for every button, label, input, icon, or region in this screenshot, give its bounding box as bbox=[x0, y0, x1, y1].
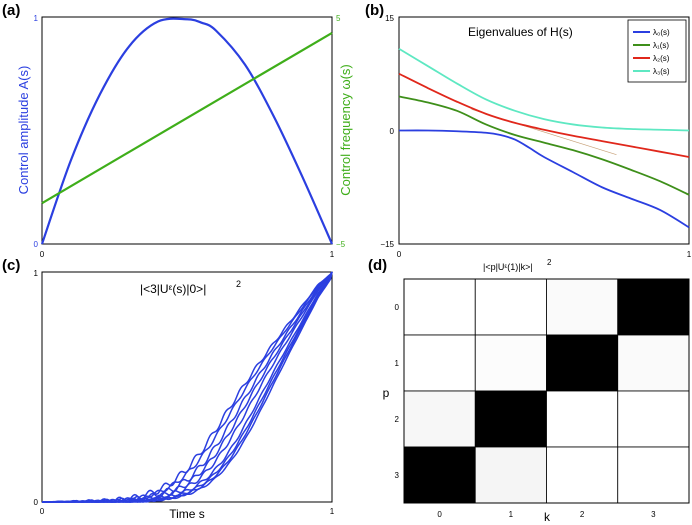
panel-b-legend: λ₀(s) λ₁(s) λ₂(s) λ₃(s) bbox=[627, 19, 687, 83]
panel-d-xlabel: k bbox=[544, 510, 551, 524]
panel-a-ylabel-left: Control amplitude A(s) bbox=[16, 66, 31, 195]
panel-a-series-group bbox=[40, 17, 334, 245]
panel-c-title-sup: 2 bbox=[236, 279, 241, 289]
panel-a-xtick-1: 1 bbox=[330, 250, 335, 259]
panel-d-ylabel: p bbox=[383, 386, 390, 400]
panel-a-ylabel-right: Control frequency ω(s) bbox=[338, 64, 353, 196]
panel-c-series-8-line bbox=[41, 271, 333, 503]
panel-c-series-group bbox=[41, 271, 333, 503]
panel-c-xlabel: Time s bbox=[169, 507, 205, 521]
panel-b-series-3-line bbox=[398, 48, 690, 132]
panel-c-series-4-line bbox=[41, 271, 333, 503]
panel-d-xtick-3: 3 bbox=[651, 510, 656, 519]
panel-b-title: Eigenvalues of H(s) bbox=[468, 25, 573, 39]
panel-d-cell-p2-k3 bbox=[617, 390, 690, 448]
panel-b-series-group bbox=[398, 48, 690, 229]
panel-d-ytick-0: 0 bbox=[395, 303, 400, 312]
legend-label-lambda0: λ₀(s) bbox=[653, 28, 670, 37]
panel-d-cell-p2-k2 bbox=[546, 390, 619, 448]
panel-d-cell-p3-k2 bbox=[546, 446, 619, 504]
panel-b-ytick-2: −15 bbox=[380, 240, 394, 249]
panel-d-title-sup: 2 bbox=[547, 258, 552, 267]
panel-c-series-2-line bbox=[42, 271, 333, 503]
panel-a: (a) 0 1 0 1 −5 5 Control amplitude A(s) … bbox=[2, 2, 353, 259]
panel-d-ytick-2: 2 bbox=[395, 415, 400, 424]
panel-d-ytick-1: 1 bbox=[395, 359, 400, 368]
panel-c-series-5-line bbox=[41, 271, 333, 503]
panel-c-ytick-1: 1 bbox=[34, 269, 39, 278]
panel-a-ytick-right-1: 5 bbox=[336, 14, 341, 23]
panel-a-xtick-0: 0 bbox=[40, 250, 45, 259]
panel-d-cell-p1-k3 bbox=[617, 334, 690, 392]
panel-a-series-0-line bbox=[40, 17, 334, 245]
panel-a-ytick-right-0: −5 bbox=[336, 240, 346, 249]
panel-d-cell-p1-k0 bbox=[403, 334, 476, 392]
panel-d-label: (d) bbox=[368, 257, 387, 274]
panel-d-cell-p0-k3 bbox=[617, 278, 690, 336]
panel-d-xtick-0: 0 bbox=[437, 510, 442, 519]
panel-d-heatmap-cells bbox=[403, 278, 690, 504]
panel-a-series-1-line bbox=[41, 31, 333, 205]
panel-b-ytick-1: 0 bbox=[390, 127, 395, 136]
panel-d-cell-p2-k1 bbox=[474, 390, 547, 448]
panel-c: (c) |<3|Uᵋ(s)|0>| 2 0 1 0 1 Time s bbox=[2, 257, 335, 521]
panel-d-cell-p3-k3 bbox=[617, 446, 690, 504]
panel-d-xtick-1: 1 bbox=[509, 510, 514, 519]
panel-c-series-6-line bbox=[42, 271, 333, 503]
panel-a-axes-frame bbox=[41, 16, 333, 245]
panel-d-axes-frame bbox=[403, 278, 690, 504]
panel-b-series-1-line bbox=[398, 95, 690, 196]
panel-b-label: (b) bbox=[365, 2, 384, 19]
panel-d-cell-p1-k1 bbox=[474, 334, 547, 392]
panel-d-cell-p3-k1 bbox=[474, 446, 547, 504]
legend-label-lambda1: λ₁(s) bbox=[653, 41, 669, 50]
panel-c-series-3-line bbox=[42, 271, 333, 503]
panel-a-label: (a) bbox=[2, 2, 20, 19]
panel-c-series-7-line bbox=[42, 271, 333, 503]
panel-d-title: |<p|Uᵋ(1)|k>| bbox=[483, 262, 533, 272]
legend-label-lambda2: λ₂(s) bbox=[653, 54, 670, 63]
panel-a-ytick-left-0: 0 bbox=[34, 240, 39, 249]
panel-c-xtick-0: 0 bbox=[40, 507, 45, 516]
panel-b-xtick-0: 0 bbox=[397, 250, 402, 259]
panel-d: (d) |<p|Uᵋ(1)|k>| 2 0 1 2 3 0 1 2 3 k p bbox=[368, 257, 690, 524]
panel-d-cell-p0-k1 bbox=[474, 278, 547, 336]
panel-d-cell-p0-k2 bbox=[546, 278, 619, 336]
panel-b-xtick-1: 1 bbox=[687, 250, 692, 259]
panel-c-xtick-1: 1 bbox=[330, 507, 335, 516]
panel-d-cell-p2-k0 bbox=[403, 390, 476, 448]
panel-d-cell-p0-k0 bbox=[403, 278, 476, 336]
panel-c-series-0-line bbox=[41, 271, 333, 503]
panel-a-ytick-left-1: 1 bbox=[34, 14, 39, 23]
panel-c-title: |<3|Uᵋ(s)|0>| bbox=[140, 282, 206, 296]
panel-d-cell-p1-k2 bbox=[546, 334, 619, 392]
panel-d-xtick-2: 2 bbox=[580, 510, 585, 519]
panel-d-ytick-3: 3 bbox=[395, 471, 400, 480]
panel-c-axes-frame bbox=[41, 271, 333, 503]
panel-b-ytick-0: 15 bbox=[385, 14, 394, 23]
panel-c-ytick-0: 0 bbox=[34, 498, 39, 507]
panel-b: (b) Eigenvalues of H(s) 0 1 15 0 −15 λ₀(… bbox=[365, 2, 692, 259]
panel-d-cell-p3-k0 bbox=[403, 446, 476, 504]
panel-c-label: (c) bbox=[2, 257, 20, 274]
panel-b-series-2-line bbox=[398, 72, 690, 158]
panel-b-series-0-line bbox=[398, 129, 690, 229]
panel-c-series-1-line bbox=[41, 271, 333, 503]
legend-label-lambda3: λ₃(s) bbox=[653, 67, 670, 76]
